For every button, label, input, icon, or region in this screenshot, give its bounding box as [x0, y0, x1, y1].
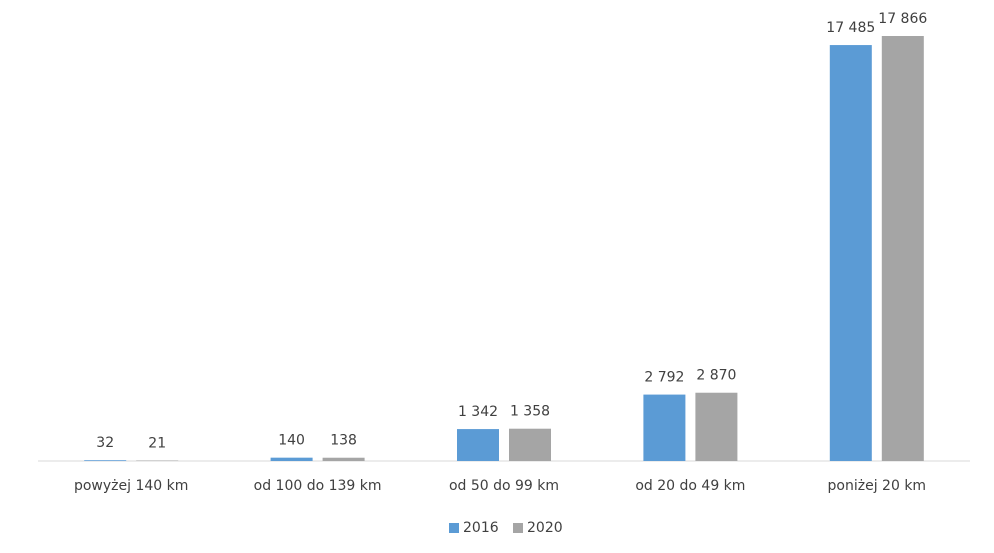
bar	[270, 457, 313, 461]
bar	[643, 394, 686, 461]
x-tick-label: od 100 do 139 km	[254, 478, 382, 494]
bar	[695, 392, 738, 461]
value-label: 1 342	[458, 404, 498, 420]
bar	[457, 429, 499, 461]
bar	[509, 428, 551, 461]
legend-swatch	[513, 523, 523, 533]
legend-label: 2016	[463, 520, 499, 536]
legend-label: 2020	[527, 520, 563, 536]
value-label: 140	[278, 433, 305, 449]
bar	[829, 45, 872, 462]
value-label: 32	[96, 435, 114, 451]
value-label: 17 485	[826, 20, 875, 36]
value-label: 2 792	[644, 370, 684, 386]
value-label: 17 866	[878, 11, 927, 27]
x-tick-label: powyżej 140 km	[74, 478, 188, 494]
bar	[322, 457, 365, 461]
bar	[881, 36, 924, 461]
bar	[84, 460, 127, 461]
legend-swatch	[449, 523, 459, 533]
x-tick-label: od 20 do 49 km	[635, 478, 745, 494]
value-label: 21	[148, 436, 166, 452]
value-label: 2 870	[696, 368, 736, 384]
value-label: 138	[330, 433, 357, 449]
x-tick-label: poniżej 20 km	[828, 478, 927, 494]
value-label: 1 358	[510, 404, 550, 420]
x-tick-label: od 50 do 99 km	[449, 478, 559, 494]
